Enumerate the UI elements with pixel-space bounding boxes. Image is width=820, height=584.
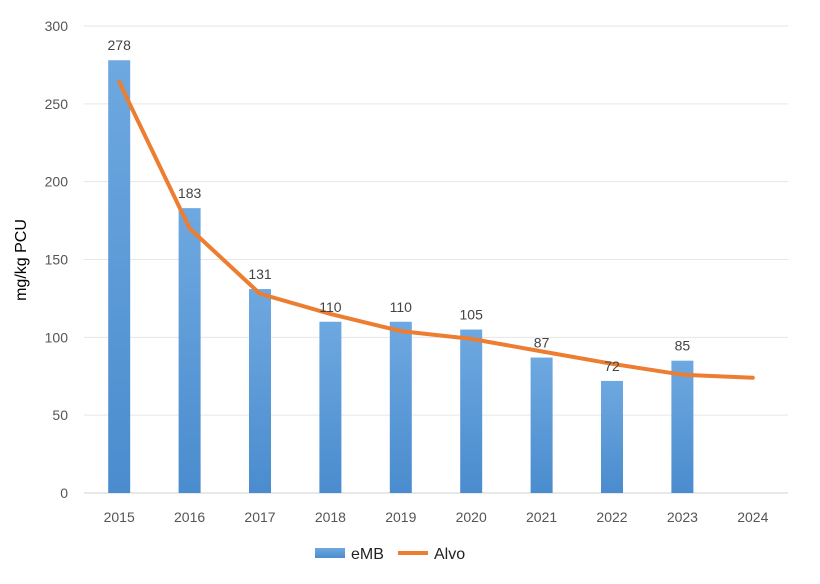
legend-label-emb: eMB xyxy=(351,546,384,563)
data-label: 72 xyxy=(604,358,620,374)
x-tick-label: 2017 xyxy=(244,509,275,525)
legend: eMB Alvo xyxy=(315,546,465,563)
y-tick-label: 100 xyxy=(45,329,69,345)
bar-2023 xyxy=(671,360,694,493)
x-tick-label: 2018 xyxy=(315,509,346,525)
bar-2021 xyxy=(530,357,553,493)
x-tick-label: 2021 xyxy=(526,509,557,525)
y-tick-label: 0 xyxy=(60,485,68,501)
x-tick-label: 2023 xyxy=(667,509,698,525)
x-tick-label: 2022 xyxy=(596,509,627,525)
data-label: 87 xyxy=(534,335,550,351)
data-label: 278 xyxy=(108,37,132,53)
y-tick-label: 200 xyxy=(45,174,69,190)
legend-label-alvo: Alvo xyxy=(434,546,465,563)
y-tick-label: 150 xyxy=(45,252,69,268)
x-tick-label: 2019 xyxy=(385,509,416,525)
x-tick-label: 2020 xyxy=(456,509,487,525)
bar-2020 xyxy=(460,329,483,493)
data-label: 105 xyxy=(460,307,484,323)
y-tick-label: 250 xyxy=(45,96,69,112)
y-tick-label: 300 xyxy=(45,18,69,34)
x-tick-label: 2016 xyxy=(174,509,205,525)
data-label: 131 xyxy=(248,266,272,282)
data-label: 183 xyxy=(178,185,202,201)
bar-2018 xyxy=(319,321,342,493)
x-tick-label: 2015 xyxy=(104,509,135,525)
legend-swatch-emb xyxy=(315,548,345,558)
bar-2019 xyxy=(389,321,412,493)
data-label: 110 xyxy=(319,299,342,315)
x-tick-label: 2024 xyxy=(737,509,768,525)
data-label: 110 xyxy=(390,299,413,315)
bar-2015 xyxy=(108,60,131,493)
bar-2022 xyxy=(601,380,623,493)
y-tick-label: 50 xyxy=(52,407,68,423)
bar-2016 xyxy=(178,208,201,493)
y-axis-label: mg/kg PCU xyxy=(13,219,30,301)
data-label: 85 xyxy=(675,338,691,354)
bar-2017 xyxy=(249,289,271,493)
alvo-line xyxy=(117,80,755,380)
